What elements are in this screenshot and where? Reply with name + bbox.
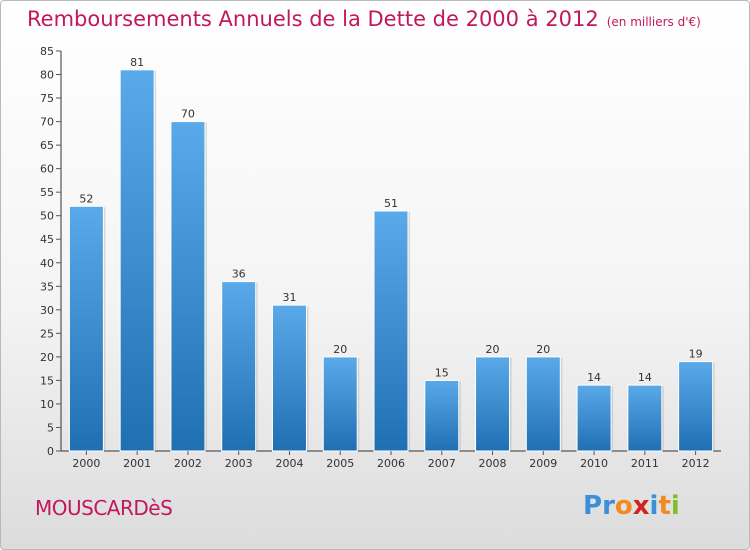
x-tick-label: 2003 [225,457,253,470]
bar-value-label: 15 [435,366,449,379]
y-tick-label: 45 [40,233,54,246]
bar-2012 [678,361,714,452]
logo-letter: r [602,491,615,521]
bar-2006 [373,210,409,452]
bar-2009 [525,356,561,452]
y-tick-label: 70 [40,116,54,129]
bar-2005 [322,356,358,452]
chart-title: Remboursements Annuels de la Dette de 20… [27,7,701,31]
bar-value-label: 36 [232,268,246,281]
y-tick-label: 30 [40,304,54,317]
y-tick-label: 75 [40,92,54,105]
x-tick-label: 2002 [174,457,202,470]
bar-value-label: 31 [282,291,296,304]
logo-letter: i [649,491,659,521]
chart-unit-label: (en milliers d'€) [606,15,701,29]
bar-2000 [68,205,104,452]
bar-value-label: 81 [130,56,144,69]
bar-2004 [271,304,307,452]
bar-value-label: 20 [486,343,500,356]
bar-value-label: 14 [638,371,652,384]
bar-2008 [475,356,511,452]
y-tick-label: 0 [47,445,54,458]
y-tick-label: 5 [47,421,54,434]
y-tick-label: 65 [40,139,54,152]
bar-chart: 0 5 10 15 20 25 30 35 40 45 50 55 60 65 70 75 80 85 52 2000… [40,45,721,470]
bar-2001 [119,69,155,452]
logo-letter: o [614,491,633,521]
y-tick-label: 60 [40,163,54,176]
bar-value-label: 20 [536,343,550,356]
x-tick-label: 2005 [326,457,354,470]
logo-letter: x [632,491,650,521]
bar-2003 [221,281,257,452]
x-tick-label: 2012 [682,457,710,470]
bar-2010 [576,384,612,452]
bar-value-label: 51 [384,197,398,210]
x-tick-label: 2004 [275,457,303,470]
x-tick-label: 2007 [428,457,456,470]
y-tick-label: 35 [40,280,54,293]
x-tick-label: 2000 [72,457,100,470]
location-label: MOUSCARDèS [35,496,173,520]
bar-value-label: 52 [79,192,93,205]
bar-value-label: 20 [333,343,347,356]
logo-letter: P [583,491,603,521]
bar-2002 [170,121,206,452]
x-tick-label: 2011 [631,457,659,470]
x-tick-label: 2009 [529,457,557,470]
y-tick-label: 50 [40,210,54,223]
y-tick-label: 80 [40,69,54,82]
y-tick-label: 85 [40,45,54,58]
y-tick-label: 40 [40,257,54,270]
y-tick-label: 25 [40,327,54,340]
y-tick-label: 15 [40,374,54,387]
bar-value-label: 14 [587,371,601,384]
x-tick-label: 2010 [580,457,608,470]
bar-2007 [424,379,460,452]
y-tick-label: 55 [40,186,54,199]
bar-value-label: 19 [689,348,703,361]
y-tick-label: 20 [40,351,54,364]
logo-letter: i [670,491,680,521]
bar-value-label: 70 [181,108,195,121]
x-tick-label: 2006 [377,457,405,470]
logo-letter: t [658,491,671,521]
bar-2011 [627,384,663,452]
x-tick-label: 2008 [479,457,507,470]
x-tick-label: 2001 [123,457,151,470]
proxiti-logo: Proxiti [583,491,680,521]
y-tick-label: 10 [40,398,54,411]
chart-title-text: Remboursements Annuels de la Dette de 20… [27,7,599,31]
